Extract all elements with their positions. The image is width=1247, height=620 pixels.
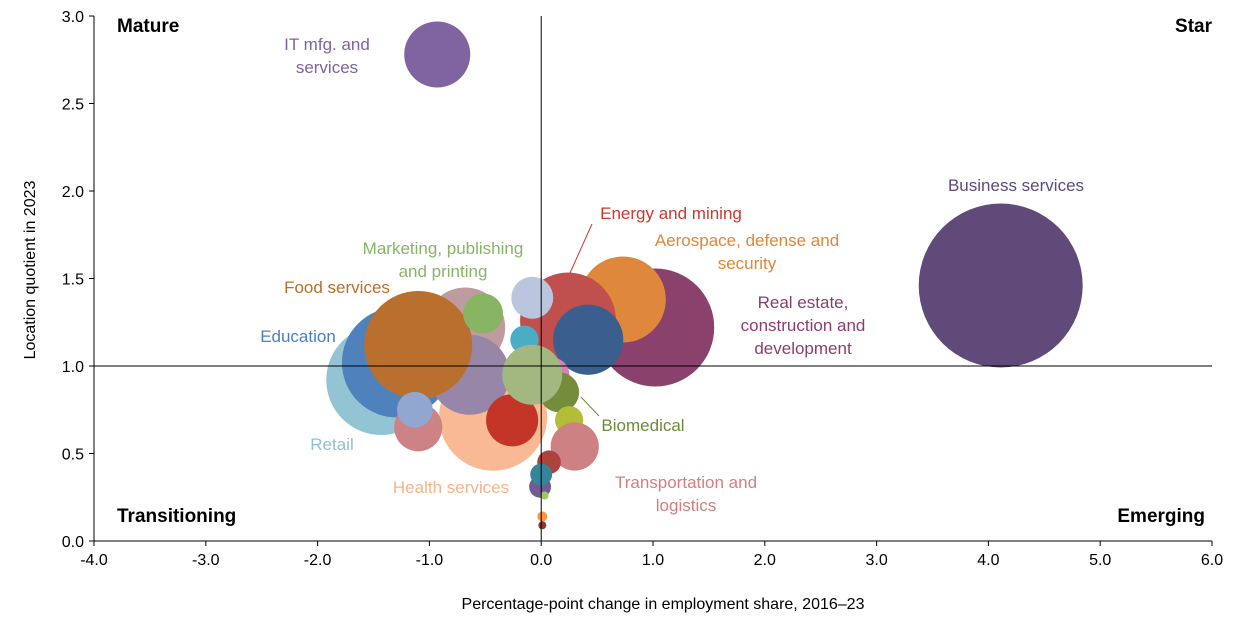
label-transport: Transportation and xyxy=(615,473,757,492)
label-transport: logistics xyxy=(656,496,716,515)
bubble-periwinkle xyxy=(396,391,433,428)
x-tick-label: 0.0 xyxy=(530,552,552,569)
y-tick-label: 1.0 xyxy=(62,359,84,376)
label-realestate: Real estate, xyxy=(758,293,849,312)
label-aerospace: security xyxy=(718,254,777,273)
y-tick-label: 3.0 xyxy=(62,9,84,26)
bubble-food xyxy=(364,290,473,400)
x-tick-label: -1.0 xyxy=(416,552,444,569)
label-business: Business services xyxy=(948,176,1084,195)
bubble-palegreen xyxy=(502,344,563,405)
label-food: Food services xyxy=(284,278,390,297)
bubble-transport xyxy=(550,422,599,471)
quadrant-transitioning: Transitioning xyxy=(117,506,236,527)
x-axis-title: Percentage-point change in employment sh… xyxy=(462,596,865,613)
energy-leader-line xyxy=(569,223,593,274)
label-education: Education xyxy=(260,327,336,346)
bubble-tinyorange xyxy=(537,511,548,522)
label-biomedical: Biomedical xyxy=(601,416,684,435)
bubble-grayblue xyxy=(511,276,554,319)
biomedical-leader-line xyxy=(580,396,600,417)
quadrant-mature: Mature xyxy=(117,16,179,37)
bubble-labels: IT mfg. and services Business services Ener… xyxy=(260,35,1084,515)
label-marketing: Marketing, publishing xyxy=(363,239,524,258)
quadrant-star: Star xyxy=(1175,16,1213,37)
bubble-business xyxy=(918,203,1083,368)
quadrant-emerging: Emerging xyxy=(1117,506,1205,527)
bubble-red xyxy=(486,394,539,447)
label-realestate: development xyxy=(754,339,852,358)
label-energy: Energy and mining xyxy=(600,204,742,223)
label-aerospace: Aerospace, defense and xyxy=(655,231,839,250)
bubbles-layer xyxy=(326,21,1083,530)
label-it: services xyxy=(296,58,358,77)
y-tick-label: 2.0 xyxy=(62,184,84,201)
bubble-marketing xyxy=(463,293,504,334)
x-tick-label: 1.0 xyxy=(642,552,664,569)
bubble-tinybrown xyxy=(538,521,547,530)
bubble-tinygreen xyxy=(540,491,549,500)
x-tick-label: 3.0 xyxy=(865,552,887,569)
y-axis-title: Location quotient in 2023 xyxy=(22,180,39,359)
x-tick-label: 6.0 xyxy=(1201,552,1223,569)
y-tick-label: 2.5 xyxy=(62,97,84,114)
x-tick-label: 2.0 xyxy=(754,552,776,569)
bubble-it xyxy=(404,21,471,88)
y-tick-label: 0.0 xyxy=(62,534,84,551)
x-tick-label: -2.0 xyxy=(304,552,332,569)
y-tick-label: 1.5 xyxy=(62,272,84,289)
y-tick-label: 0.5 xyxy=(62,447,84,464)
label-health: Health services xyxy=(393,478,509,497)
label-realestate: construction and xyxy=(741,316,866,335)
bubble-darkblue xyxy=(553,304,624,375)
label-it: IT mfg. and xyxy=(284,35,370,54)
x-tick-label: 4.0 xyxy=(977,552,999,569)
x-tick-label: -4.0 xyxy=(80,552,108,569)
x-tick-label: 5.0 xyxy=(1089,552,1111,569)
x-tick-label: -3.0 xyxy=(192,552,220,569)
label-marketing: and printing xyxy=(399,262,488,281)
axes: -4.0 -3.0 -2.0 -1.0 0.0 1.0 2.0 3.0 4.0 5.0 6.0 0.0… xyxy=(62,9,1223,569)
label-retail: Retail xyxy=(310,435,353,454)
